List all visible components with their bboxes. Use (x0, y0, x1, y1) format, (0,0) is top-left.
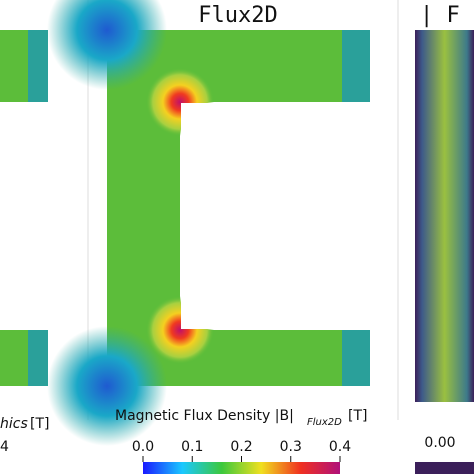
low-field (47, 326, 167, 446)
colorbar-unit: [T] (348, 408, 367, 424)
panel-title: | F (420, 3, 460, 28)
tick-label: 0.1 (181, 439, 203, 455)
tick-label: 0.2 (230, 439, 252, 455)
field (28, 30, 48, 102)
colorbar (143, 462, 340, 474)
tick-label: 0.4 (329, 439, 351, 455)
colorbar-label: Magnetic Flux Density |B| (115, 408, 294, 424)
colorbar (415, 462, 474, 474)
tick-label: 4 (0, 439, 9, 455)
colorbar-label: hics (0, 416, 28, 432)
panel-title: Flux2D (198, 3, 277, 28)
tick-label: 0.00 (424, 435, 455, 451)
colorbar-unit: [T] (30, 416, 49, 432)
gap (181, 103, 371, 329)
field (28, 330, 48, 386)
center-panel: Flux2D Magnetic Flux Density |B| Flux2D … (47, 0, 399, 474)
field (415, 30, 474, 402)
colorbar-subscript: Flux2D (307, 417, 342, 428)
tick-label: 0.0 (132, 439, 154, 455)
low-field (47, 0, 167, 90)
tick-label: 0.3 (280, 439, 302, 455)
right-panel: | F 0.00 (415, 3, 474, 474)
field (342, 330, 370, 386)
field (342, 30, 370, 102)
